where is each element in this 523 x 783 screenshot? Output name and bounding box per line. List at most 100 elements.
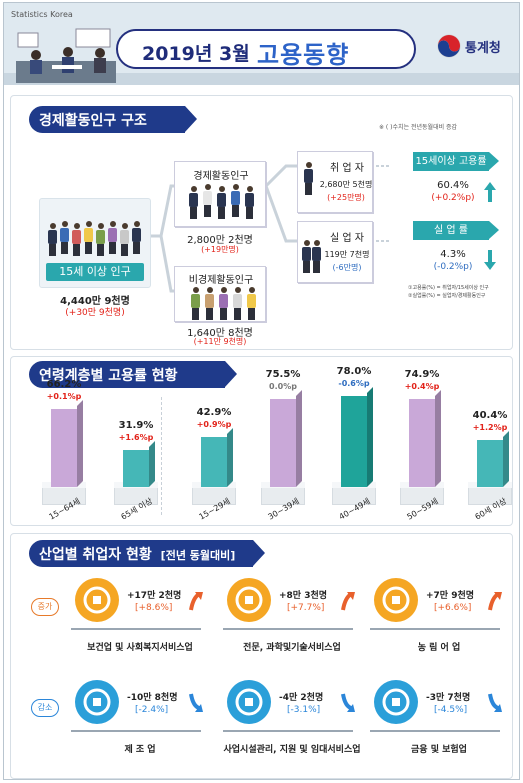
industry-value: -10만 8천명 bbox=[127, 693, 178, 703]
person-icon bbox=[203, 184, 212, 218]
person-icon bbox=[245, 186, 254, 220]
bar-side bbox=[296, 389, 302, 487]
bar-value-label: 66.2% bbox=[46, 379, 82, 391]
bar-side bbox=[77, 400, 83, 487]
person-icon bbox=[247, 287, 256, 321]
industry-value: +8만 3천명 bbox=[279, 591, 328, 601]
up-arrow-icon bbox=[488, 590, 502, 612]
industry-percent: [+7.7%] bbox=[287, 603, 325, 613]
industry-underline bbox=[370, 730, 500, 732]
industry-name: 보건업 및 사회복지서비스업 bbox=[87, 643, 193, 653]
person-icon bbox=[233, 287, 242, 321]
header-stripe bbox=[4, 73, 519, 85]
bar-side bbox=[435, 390, 441, 487]
bar-side bbox=[149, 440, 155, 487]
person-icon bbox=[108, 221, 117, 255]
industry-heading-note: [전년 동월대비] bbox=[160, 549, 236, 562]
bar-face bbox=[270, 398, 296, 487]
person-icon bbox=[189, 186, 198, 220]
non-active-label: 비경제활동인구 bbox=[188, 275, 254, 286]
business-support-icon bbox=[227, 680, 271, 724]
bar-4 bbox=[341, 386, 373, 487]
person-icon bbox=[120, 223, 129, 257]
industry-name: 전문, 과학및기술서비스업 bbox=[243, 643, 341, 653]
employment-rate-value: 60.4% bbox=[437, 180, 469, 191]
statistics-korea-logo-icon bbox=[437, 34, 461, 58]
structure-heading: 경제활동인구 구조 bbox=[29, 106, 197, 133]
bar-change-label: +1.2%p bbox=[472, 422, 508, 432]
person-icon bbox=[60, 221, 69, 255]
person-icon bbox=[96, 223, 105, 257]
chart-divider bbox=[161, 397, 162, 515]
industry-value: +7만 9천명 bbox=[426, 591, 475, 601]
bar-value-label: 78.0% bbox=[336, 365, 372, 377]
person-icon bbox=[219, 287, 228, 321]
bar-side bbox=[227, 427, 233, 487]
person-icon bbox=[304, 162, 313, 196]
org-name: 통계청 bbox=[465, 41, 501, 56]
population-15plus-value: 4,440만 9천명 bbox=[60, 296, 130, 307]
econ-active-box: 경제활동인구 bbox=[174, 161, 266, 227]
industry-heading-box: 산업별 취업자 현황 [전년 동월대비] bbox=[29, 540, 265, 567]
title-box: 2019년 3월 고용동향 bbox=[116, 29, 416, 69]
bar-3 bbox=[270, 389, 302, 487]
unemployed-change: (-6만명) bbox=[332, 263, 362, 272]
down-arrow-icon bbox=[484, 250, 496, 270]
bar-face bbox=[51, 409, 77, 487]
bar-value-label: 42.9% bbox=[196, 406, 232, 418]
unemployed-label: 실 업 자 bbox=[330, 233, 364, 244]
industry-name: 금융 및 보험업 bbox=[411, 745, 467, 755]
bar-change-label: 0.0%p bbox=[269, 381, 297, 391]
industry-percent: [-2.4%] bbox=[135, 705, 169, 715]
structure-section: 경제활동인구 구조 ※ ( )수치는 전년동월대비 증감 15세 이상 인구 4… bbox=[10, 95, 513, 350]
bar-value-label: 75.5% bbox=[265, 368, 301, 380]
population-15plus-label: 15세 이상 인구 bbox=[46, 263, 144, 281]
employed-change: (+25만명) bbox=[327, 193, 365, 202]
non-active-box: 비경제활동인구 bbox=[174, 266, 266, 322]
industry-percent: [-4.5%] bbox=[434, 705, 468, 715]
person-icon bbox=[312, 240, 321, 274]
finance-icon bbox=[374, 680, 418, 724]
bar-change-label: +0.9%p bbox=[196, 419, 232, 429]
industry-underline bbox=[71, 628, 201, 630]
increase-label: 증가 bbox=[31, 598, 59, 616]
industry-percent: [+6.6%] bbox=[434, 603, 472, 613]
age-employment-chart: 66.2% +0.1%p 15~64세 31.9% +1.6%p 65세 이상 42.9% +… bbox=[11, 357, 514, 527]
down-arrow-icon bbox=[488, 692, 502, 714]
industry-value: -3만 7천명 bbox=[426, 693, 471, 703]
unemployment-rate-tag: 실 업 률 bbox=[413, 221, 499, 240]
lab-icon bbox=[227, 578, 271, 622]
non-active-value: 1,640만 8천명 bbox=[187, 328, 253, 339]
person-icon bbox=[205, 287, 214, 321]
person-icon bbox=[48, 223, 57, 257]
employment-rate-tag: 15세이상 고용률 bbox=[413, 152, 499, 171]
bar-value-label: 40.4% bbox=[472, 409, 508, 421]
industry-value: +17만 2천명 bbox=[127, 591, 182, 601]
bar-face bbox=[123, 449, 149, 487]
bar-face bbox=[477, 439, 503, 487]
person-icon bbox=[132, 221, 141, 255]
industry-section: 산업별 취업자 현황 [전년 동월대비] 증가 감소 +17만 2천명 [+8.6… bbox=[10, 533, 513, 779]
employed-box: 취 업 자 2,680만 5천명 (+25만명) bbox=[297, 151, 373, 213]
industry-underline bbox=[223, 628, 353, 630]
infographic-page: Statistics Korea 2019년 3월 고용동향 통계청 경제활동인… bbox=[3, 2, 520, 780]
up-arrow-icon bbox=[341, 590, 355, 612]
person-icon bbox=[84, 221, 93, 255]
chart-heading: 연령계층별 고용률 현황 bbox=[29, 361, 237, 388]
person-icon bbox=[231, 184, 240, 218]
bar-value-label: 31.9% bbox=[118, 419, 154, 431]
office-workers-illustration bbox=[16, 28, 116, 83]
person-icon bbox=[217, 186, 226, 220]
non-active-change: (+11만 9천명) bbox=[193, 337, 247, 346]
bar-face bbox=[409, 399, 435, 487]
person-icon bbox=[302, 240, 311, 274]
bar-change-label: +1.6%p bbox=[118, 432, 154, 442]
industry-name: 사업시설관리, 지원 및 임대서비스업 bbox=[223, 745, 361, 755]
bar-value-label: 74.9% bbox=[404, 369, 440, 381]
bar-change-label: +0.1%p bbox=[46, 392, 82, 402]
econ-active-label: 경제활동인구 bbox=[193, 171, 249, 182]
bar-change-label: +0.4%p bbox=[404, 382, 440, 392]
person-icon bbox=[191, 287, 200, 321]
employed-label: 취 업 자 bbox=[330, 163, 364, 174]
unemployed-value: 119만 7천명 bbox=[324, 250, 370, 259]
